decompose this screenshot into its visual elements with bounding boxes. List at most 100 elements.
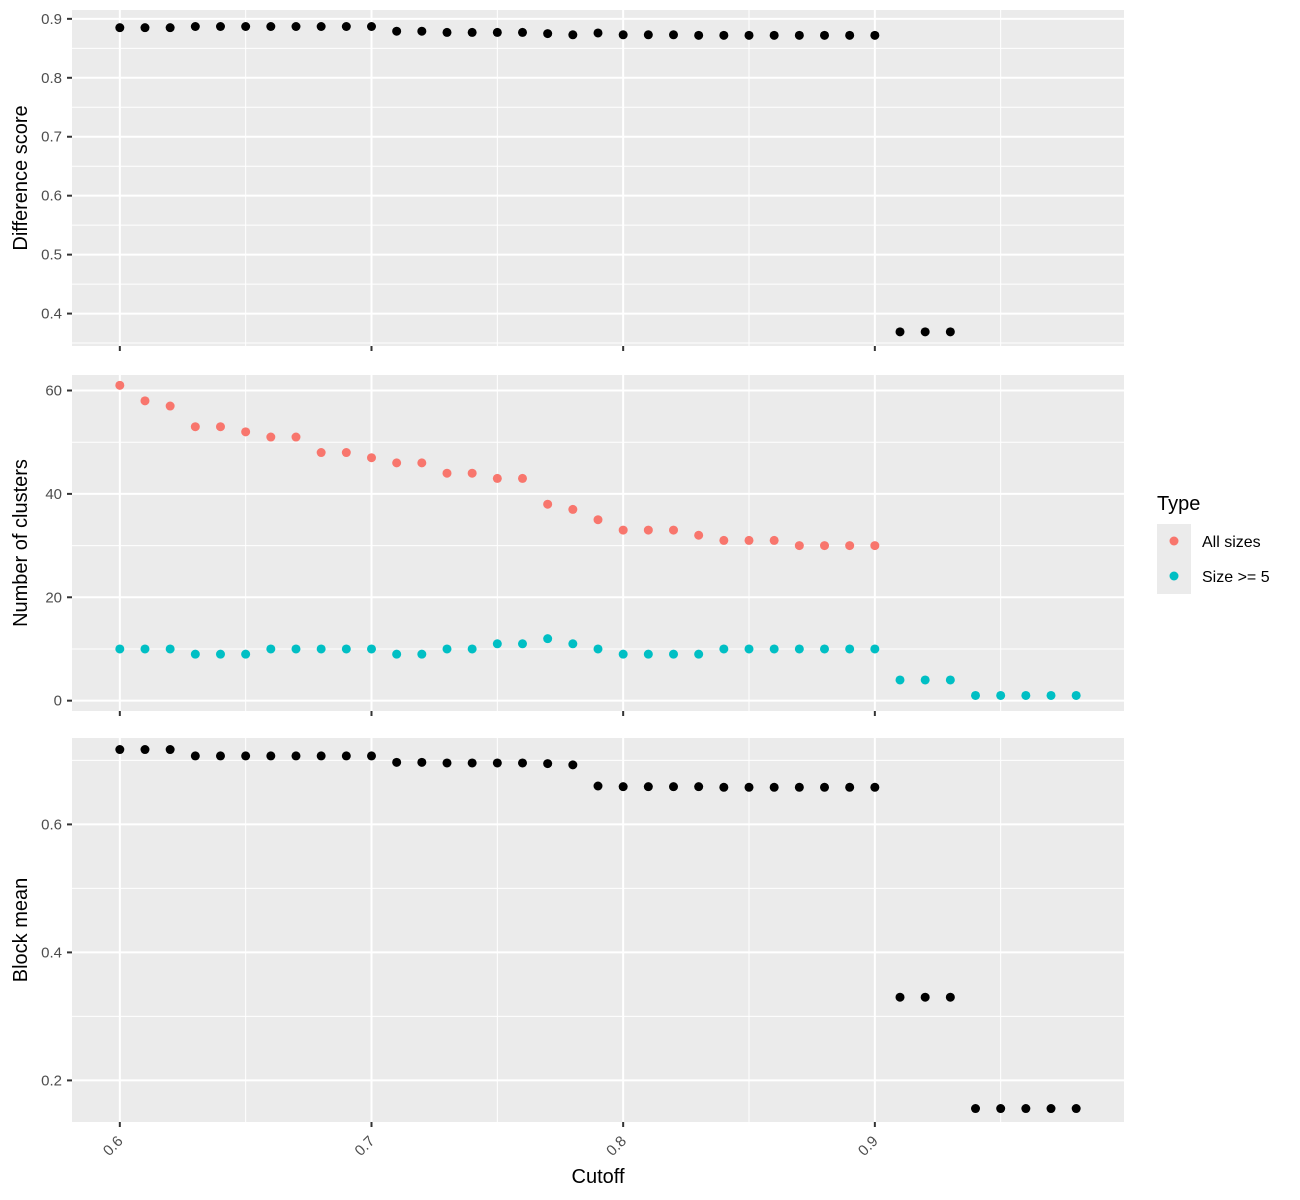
data-point (115, 644, 125, 654)
data-point (820, 644, 830, 654)
data-point (115, 23, 125, 33)
data-point (115, 380, 125, 390)
y-axis-title: Difference score (10, 105, 32, 250)
data-point (845, 30, 855, 40)
data-point (442, 468, 452, 478)
data-point (190, 422, 200, 432)
x-tick-label: 0.9 (855, 1133, 882, 1160)
data-point (920, 992, 930, 1002)
data-point (316, 448, 326, 458)
data-point (694, 649, 704, 659)
data-point (719, 535, 729, 545)
data-point (568, 760, 578, 770)
panel-block-mean: 0.2 0.4 0.6 Block mean (10, 738, 1124, 1127)
data-point (215, 22, 225, 32)
data-point (593, 28, 603, 38)
data-point (442, 644, 452, 654)
y-tick-label: 0.6 (41, 188, 62, 205)
data-point (1046, 690, 1056, 700)
data-point (492, 758, 502, 768)
y-tick-label: 0.5 (41, 247, 62, 264)
data-point (895, 992, 905, 1002)
series (115, 745, 1081, 1114)
data-point (870, 782, 880, 792)
data-point (996, 690, 1006, 700)
legend-symbol (1169, 571, 1179, 581)
y-tick-label: 0.4 (41, 944, 62, 961)
data-point (140, 396, 150, 406)
data-point (820, 782, 830, 792)
data-point (492, 639, 502, 649)
data-point (241, 22, 251, 32)
data-point (568, 639, 578, 649)
legend-item: Size >= 5 (1157, 559, 1270, 594)
panel-background (72, 10, 1124, 346)
data-point (366, 453, 376, 463)
data-point (920, 675, 930, 685)
y-tick-label: 0.7 (41, 129, 62, 146)
data-point (719, 782, 729, 792)
data-point (820, 541, 830, 551)
data-point (190, 751, 200, 761)
data-point (165, 745, 175, 755)
data-point (467, 27, 477, 37)
data-point (165, 23, 175, 33)
data-point (392, 26, 402, 36)
legend-item: All sizes (1157, 524, 1261, 559)
data-point (1071, 690, 1081, 700)
data-point (316, 644, 326, 654)
data-point (593, 781, 603, 791)
data-point (568, 30, 578, 40)
data-point (1021, 690, 1031, 700)
legend: Type All sizes Size >= 5 (1157, 493, 1270, 594)
data-point (694, 782, 704, 792)
data-point (517, 758, 527, 768)
series-all-sizes (115, 380, 880, 551)
data-point (769, 782, 779, 792)
data-point (442, 27, 452, 37)
data-point (291, 22, 301, 32)
data-point (467, 468, 477, 478)
data-point (341, 751, 351, 761)
data-point (241, 751, 251, 761)
data-point (543, 499, 553, 509)
data-point (971, 690, 981, 700)
data-point (744, 535, 754, 545)
data-point (392, 458, 402, 468)
y-tick-label: 0.8 (41, 70, 62, 87)
panel-background (72, 738, 1124, 1122)
x-tick-label: 0.7 (352, 1133, 379, 1160)
data-point (190, 649, 200, 659)
data-point (366, 644, 376, 654)
data-point (744, 30, 754, 40)
data-point (618, 782, 628, 792)
data-point (593, 644, 603, 654)
data-point (341, 22, 351, 32)
data-point (341, 448, 351, 458)
y-tick-label: 0.4 (41, 306, 62, 323)
data-point (870, 644, 880, 654)
y-tick-label: 0 (54, 693, 62, 710)
data-point (215, 751, 225, 761)
y-tick-label: 20 (45, 589, 62, 606)
series (115, 22, 955, 337)
data-point (845, 644, 855, 654)
y-tick-label: 40 (45, 486, 62, 503)
data-point (115, 745, 125, 755)
data-point (266, 432, 276, 442)
data-point (341, 644, 351, 654)
data-point (417, 26, 427, 36)
data-point (643, 782, 653, 792)
data-point (517, 27, 527, 37)
data-point (794, 30, 804, 40)
legend-label: All sizes (1202, 534, 1261, 551)
data-point (517, 639, 527, 649)
data-point (870, 30, 880, 40)
data-point (215, 422, 225, 432)
data-point (392, 649, 402, 659)
data-point (417, 458, 427, 468)
data-point (618, 649, 628, 659)
data-point (643, 525, 653, 535)
data-point (895, 675, 905, 685)
data-point (291, 432, 301, 442)
